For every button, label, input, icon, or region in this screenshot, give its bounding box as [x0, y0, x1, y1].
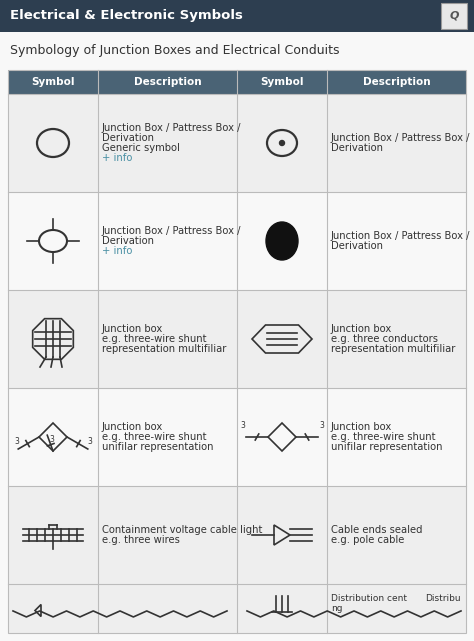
Text: ng: ng [331, 604, 343, 613]
Ellipse shape [266, 222, 298, 260]
Text: + info: + info [102, 153, 132, 163]
Text: 3: 3 [240, 421, 245, 430]
Text: representation multifiliar: representation multifiliar [331, 344, 456, 354]
Text: Q: Q [449, 11, 459, 21]
Bar [8, 94, 466, 192]
FancyBboxPatch shape [441, 3, 467, 29]
Text: 3: 3 [15, 437, 19, 446]
Bar [8, 290, 466, 388]
Text: Symbology of Junction Boxes and Electrical Conduits: Symbology of Junction Boxes and Electric… [10, 44, 339, 57]
Text: representation multifiliar: representation multifiliar [102, 344, 227, 354]
Text: e.g. pole cable: e.g. pole cable [331, 535, 404, 545]
Text: Symbol: Symbol [260, 77, 304, 87]
Text: Derivation: Derivation [102, 236, 154, 246]
Text: Junction box: Junction box [331, 422, 392, 432]
Text: e.g. three wires: e.g. three wires [102, 535, 180, 545]
Text: Junction box: Junction box [102, 324, 163, 335]
Text: e.g. three-wire shunt: e.g. three-wire shunt [331, 432, 436, 442]
Text: Cable ends sealed: Cable ends sealed [331, 525, 422, 535]
Text: + info: + info [102, 246, 132, 256]
Text: e.g. three conductors: e.g. three conductors [331, 334, 438, 344]
Text: Containment voltage cable light: Containment voltage cable light [102, 525, 263, 535]
Bar [8, 486, 466, 584]
Text: e.g. three-wire shunt: e.g. three-wire shunt [102, 432, 207, 442]
Bar [8, 70, 466, 94]
Bar [8, 70, 466, 633]
Text: unifilar representation: unifilar representation [331, 442, 443, 452]
Text: Junction Box / Pattress Box /: Junction Box / Pattress Box / [331, 231, 471, 241]
Bar [0, 0, 474, 32]
Text: Junction box: Junction box [102, 422, 163, 432]
Text: Description: Description [363, 77, 430, 87]
Text: Generic symbol: Generic symbol [102, 143, 180, 153]
Text: Derivation: Derivation [102, 133, 154, 143]
Text: 3: 3 [87, 437, 92, 446]
Text: Symbol: Symbol [31, 77, 75, 87]
Text: 3: 3 [49, 435, 54, 444]
Bar [8, 388, 466, 486]
Text: Junction Box / Pattress Box /: Junction Box / Pattress Box / [102, 124, 241, 133]
Text: Electrical & Electronic Symbols: Electrical & Electronic Symbols [10, 10, 243, 22]
Text: Derivation: Derivation [331, 143, 383, 153]
Circle shape [280, 140, 284, 146]
Text: unifilar representation: unifilar representation [102, 442, 213, 452]
Text: Distribu: Distribu [425, 594, 461, 603]
Text: Junction Box / Pattress Box /: Junction Box / Pattress Box / [331, 133, 471, 143]
Text: Distribution cent: Distribution cent [331, 594, 407, 603]
Text: Derivation: Derivation [331, 241, 383, 251]
Text: Junction box: Junction box [331, 324, 392, 335]
Bar [8, 192, 466, 290]
Text: Junction Box / Pattress Box /: Junction Box / Pattress Box / [102, 226, 241, 237]
Text: Description: Description [134, 77, 201, 87]
Text: e.g. three-wire shunt: e.g. three-wire shunt [102, 334, 207, 344]
Text: 3: 3 [319, 421, 324, 430]
Bar [8, 584, 466, 633]
